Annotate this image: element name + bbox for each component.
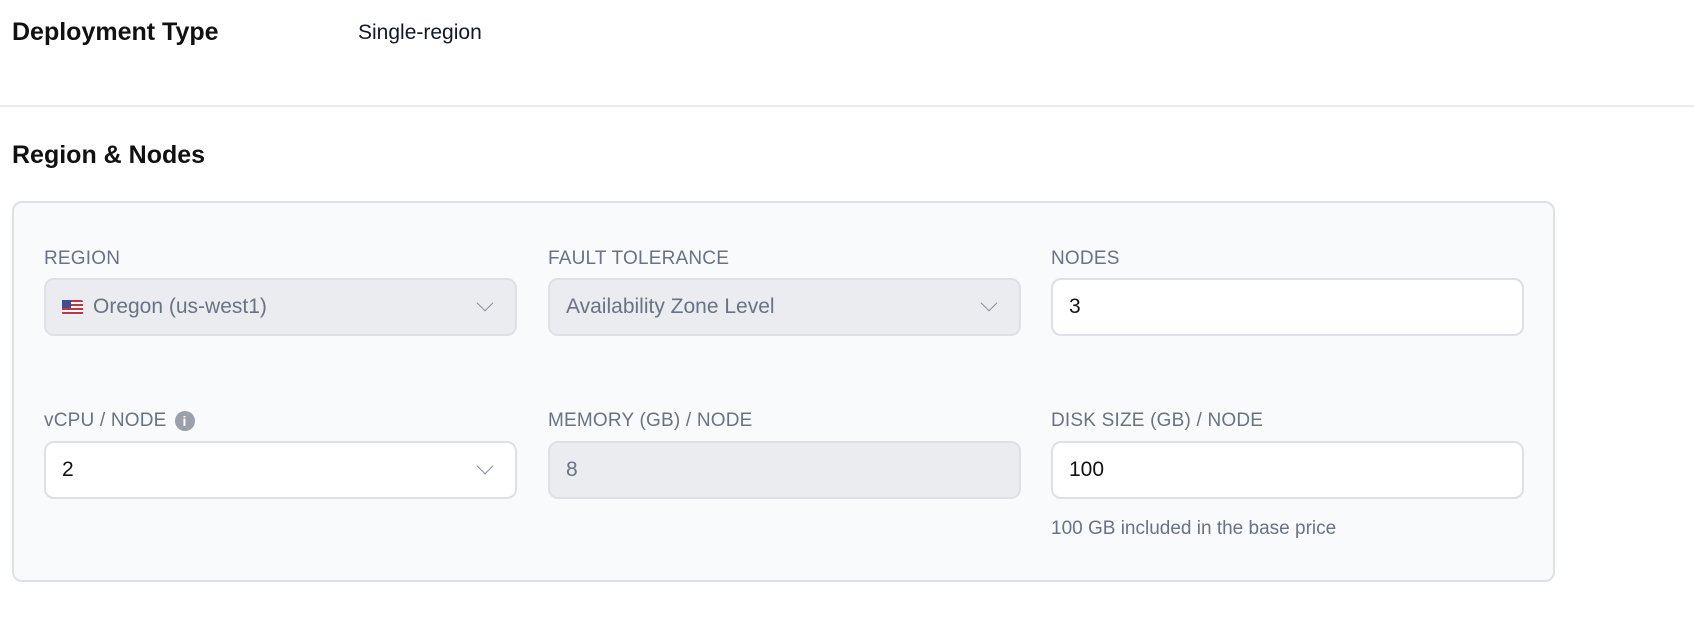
vcpu-select[interactable]: 2 — [44, 441, 517, 499]
region-nodes-card — [12, 201, 1555, 582]
section-title: Region & Nodes — [12, 141, 206, 169]
disk-help-text: 100 GB included in the base price — [1051, 518, 1337, 539]
info-icon[interactable]: i — [174, 411, 195, 431]
fault-tolerance-select[interactable]: Availability Zone Level — [548, 278, 1021, 336]
vcpu-value: 2 — [62, 458, 74, 481]
deployment-type-value: Single-region — [358, 21, 482, 44]
memory-label: MEMORY (GB) / NODE — [548, 410, 753, 431]
memory-value: 8 — [566, 458, 578, 481]
disk-input[interactable]: 100 — [1051, 441, 1524, 499]
region-select[interactable]: Oregon (us-west1) — [44, 278, 517, 336]
vcpu-label-row: vCPU / NODE i — [44, 410, 195, 432]
vcpu-label: vCPU / NODE — [44, 410, 167, 431]
disk-label: DISK SIZE (GB) / NODE — [1051, 410, 1264, 431]
nodes-value: 3 — [1069, 295, 1081, 318]
chevron-down-icon — [476, 294, 494, 312]
divider — [0, 105, 1694, 107]
region-value: Oregon (us-west1) — [93, 295, 267, 318]
disk-value: 100 — [1069, 458, 1105, 481]
nodes-label: NODES — [1051, 248, 1120, 269]
chevron-down-icon — [980, 294, 998, 312]
nodes-input[interactable]: 3 — [1051, 278, 1524, 336]
region-label: REGION — [44, 248, 121, 269]
us-flag-icon — [62, 299, 83, 315]
fault-tolerance-label: FAULT TOLERANCE — [548, 248, 730, 269]
deployment-type-label: Deployment Type — [12, 18, 219, 46]
chevron-down-icon — [476, 457, 494, 475]
fault-tolerance-value: Availability Zone Level — [566, 295, 775, 318]
memory-input: 8 — [548, 441, 1021, 499]
